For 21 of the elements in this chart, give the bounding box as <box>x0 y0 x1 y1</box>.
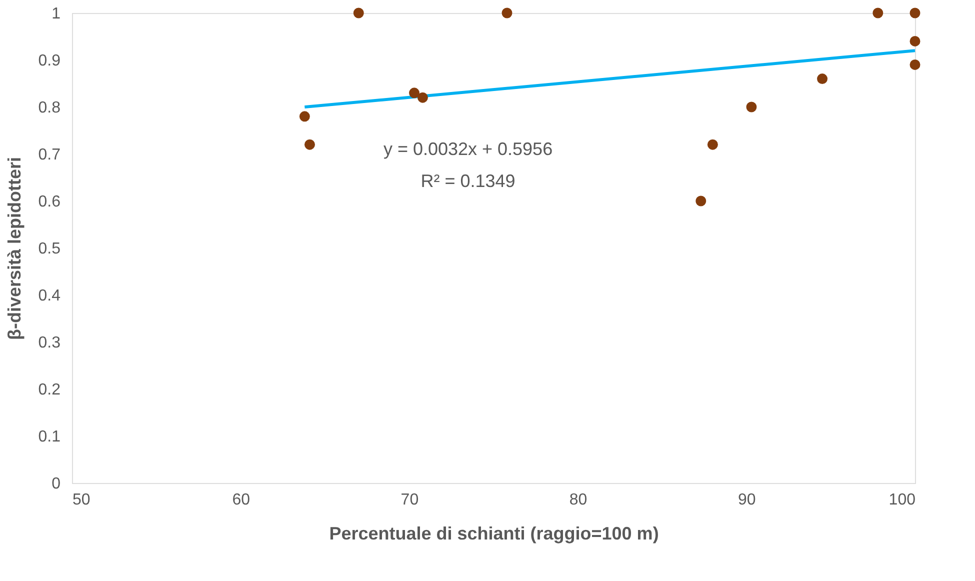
y-tick-label: 0.3 <box>38 334 61 352</box>
x-tick-label: 80 <box>569 492 588 508</box>
y-tick-label: 0.7 <box>38 146 61 164</box>
y-axis-title: β-diversità lepidotteri <box>4 156 24 340</box>
x-tick-label: 70 <box>400 492 419 508</box>
x-tick-label: 90 <box>738 492 756 508</box>
y-tick-label: 0 <box>52 476 61 492</box>
x-axis-title: Percentuale di schianti (raggio=100 m) <box>329 524 659 544</box>
x-tick-label: 60 <box>232 492 250 508</box>
x-tick-label: 50 <box>72 492 90 508</box>
y-tick-label: 0.6 <box>38 194 61 210</box>
y-tick-label: 0.1 <box>38 428 61 446</box>
y-tick-label: 0.4 <box>38 288 61 304</box>
y-tick-label: 0.5 <box>38 240 61 258</box>
x-tick-label: 100 <box>888 492 916 508</box>
y-tick-label: 1 <box>52 6 61 22</box>
y-tick-label: 0.2 <box>38 382 61 398</box>
annotation: y = 0.0032x + 0.5956 <box>383 139 553 159</box>
annotation: R² = 0.1349 <box>420 171 516 191</box>
y-tick-label: 0.9 <box>38 52 61 70</box>
y-tick-label: 0.8 <box>38 100 61 116</box>
